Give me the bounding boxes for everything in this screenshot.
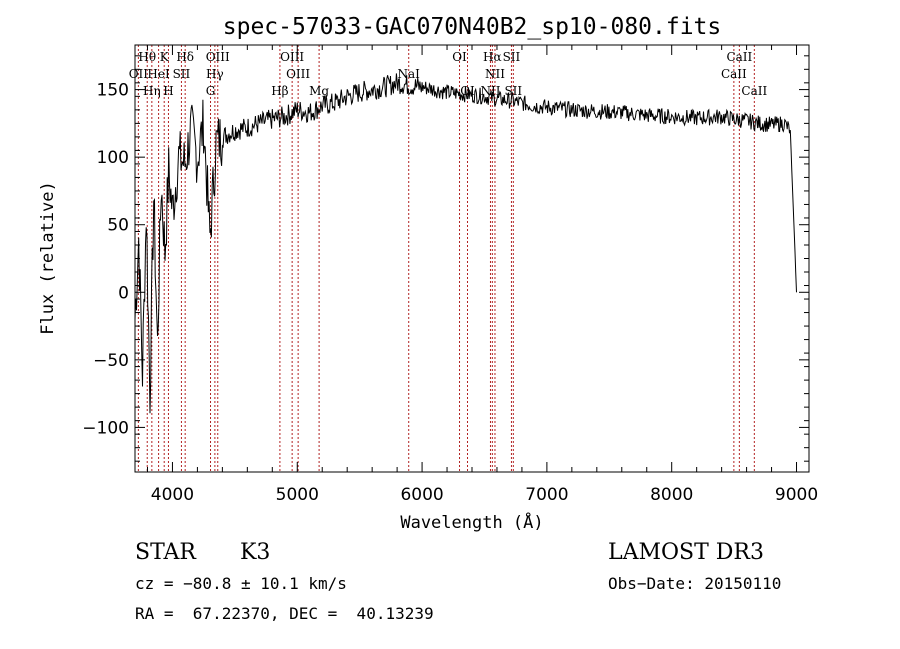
spectral-line-label: NaI — [398, 67, 421, 81]
object-subclass: K3 — [240, 540, 271, 565]
spectral-line-label: Hβ — [271, 84, 288, 98]
x-tick-label: 4000 — [151, 485, 194, 505]
x-axis-ticks: 4000 5000 6000 7000 8000 9000 — [146, 45, 818, 505]
x-tick-label: 6000 — [400, 485, 443, 505]
flux-series-line — [134, 73, 797, 414]
x-tick-label: 5000 — [276, 485, 319, 505]
y-axis-title: Flux (relative) — [38, 181, 58, 335]
spectral-line-label: SII — [173, 67, 191, 81]
spectral-line-label: OI — [452, 50, 467, 64]
spectral-line-label: SII — [504, 84, 522, 98]
spectral-line-label: Hδ — [176, 50, 194, 64]
plot-frame — [134, 44, 810, 473]
y-axis-ticks: −100 −50 0 50 100 150 — [82, 55, 809, 462]
spectral-line-label: CaII — [726, 50, 752, 64]
spectral-line-label: OIII — [286, 67, 310, 81]
y-tick-label: 100 — [97, 148, 129, 168]
x-tick-label: 7000 — [525, 485, 568, 505]
spectral-line-label: K — [160, 50, 170, 64]
chart-title: spec-57033-GAC070N40B2_sp10-080.fits — [223, 14, 722, 40]
spectral-line-label: G — [206, 84, 216, 98]
y-tick-label: −100 — [82, 418, 129, 438]
spectral-line-label: NII — [485, 67, 505, 81]
y-tick-label: 50 — [107, 216, 129, 236]
spectral-line-label: OIII — [206, 50, 230, 64]
obs-date: Obs−Date: 20150110 — [608, 574, 782, 593]
object-class: STAR — [135, 540, 196, 565]
survey-name: LAMOST DR3 — [608, 540, 764, 565]
x-tick-label: 8000 — [650, 485, 693, 505]
spectral-line-label: Hη — [143, 84, 161, 98]
spectral-line-label: Mg — [309, 84, 329, 98]
spectral-line-label: SII — [503, 50, 521, 64]
spectral-line-label: Hγ — [206, 67, 224, 81]
x-tick-label: 9000 — [775, 485, 818, 505]
spectral-line-label: H — [163, 84, 173, 98]
spectral-line-label: OIII — [280, 50, 304, 64]
spectral-line-label: Hα — [483, 50, 502, 64]
coordinates: RA = 67.22370, DEC = 40.13239 — [135, 604, 434, 623]
spectral-line-label: HeI — [147, 67, 170, 81]
x-axis-title: Wavelength (Å) — [400, 511, 543, 533]
spectral-line-label: CaII — [721, 67, 747, 81]
y-tick-label: −50 — [93, 351, 129, 371]
spectral-line-label: OII — [129, 67, 149, 81]
y-tick-label: 150 — [97, 81, 129, 101]
spectral-line-label: CaII — [741, 84, 767, 98]
redshift-readout: cz = −80.8 ± 10.1 km/s — [135, 574, 347, 593]
spectral-line-label: Hθ — [138, 50, 156, 64]
y-tick-label: 0 — [118, 283, 129, 303]
